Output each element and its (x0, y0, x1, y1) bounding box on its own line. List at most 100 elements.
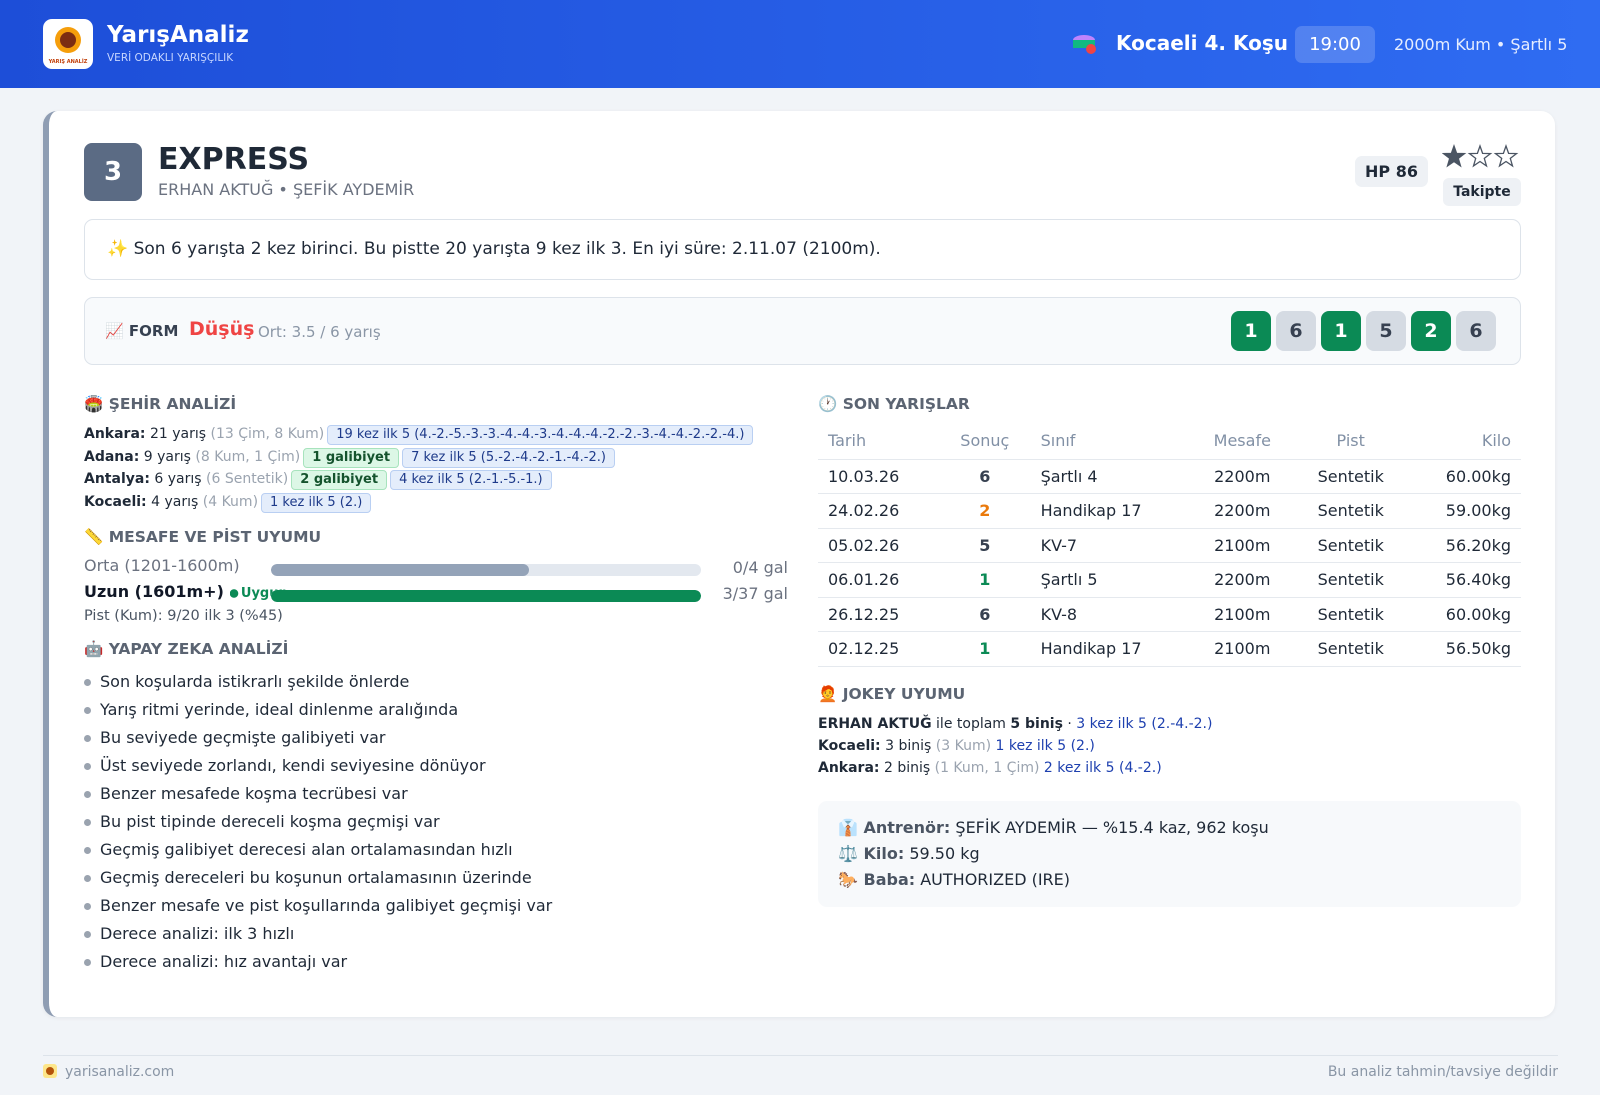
city-name: Ankara: (84, 426, 146, 442)
footer-site: yarisanaliz.com (65, 1064, 175, 1080)
jockey-segment: 3 biniş (880, 737, 936, 754)
race-cell: Sentetik (1293, 597, 1408, 632)
race-cell: Handikap 17 (1030, 493, 1192, 529)
column-header: Tarih (818, 423, 940, 460)
star (1467, 144, 1493, 168)
race-cell: Şartlı 4 (1030, 459, 1192, 494)
city-races: 21 yarış (149, 426, 207, 442)
race-cell: Şartlı 5 (1030, 562, 1192, 598)
race-cell: 60.00kg (1407, 459, 1521, 494)
form-result: 5 (1366, 311, 1406, 351)
logo: YARIŞ ANALİZ (43, 19, 93, 69)
right-column: 🕐 SON YARIŞLAR Tarih Sonuç Sınıf Mesafe Pist K… (818, 395, 1521, 779)
jockey-segment: 1 kez ilk 5 (2.) (991, 737, 1095, 754)
ai-item: Benzer mesafede koşma tecrübesi var (84, 780, 788, 808)
ai-item: Bu seviyede geçmişte galibiyeti var (84, 724, 788, 752)
city-row: Adana: 9 yarış (8 Kum, 1 Çim) 1 galibiyet… (84, 446, 788, 469)
brand: YarışAnaliz (107, 22, 249, 48)
jockey-segment: 3 kez ilk 5 (2.-4.-2.) (1076, 715, 1213, 732)
race-cell: 5 (939, 528, 1031, 563)
race-info: 2000m Kum • Şartlı 5 (1394, 35, 1568, 54)
form-result: 2 (1411, 311, 1451, 351)
race-cell: 60.00kg (1407, 597, 1521, 632)
hp-badge: HP 86 (1355, 156, 1428, 187)
distance-bar-track (271, 590, 701, 602)
race-cell: KV-7 (1030, 528, 1192, 563)
city-badge: 4 kez ilk 5 (2.-1.-5.-1.) (390, 470, 552, 490)
track-record: Pist (Kum): 9/20 ilk 3 (%45) (84, 608, 283, 624)
ai-item: Yarış ritmi yerinde, ideal dinlenme aral… (84, 696, 788, 724)
city-row: Ankara: 21 yarış (13 Çim, 8 Kum) 19 kez i… (84, 423, 788, 446)
race-cell: Sentetik (1293, 631, 1408, 667)
race-cell: 26.12.25 (818, 597, 940, 632)
city-detail: (8 Kum, 1 Çim) (195, 448, 301, 465)
jockey-segment: · (1062, 715, 1077, 732)
ai-item: Derece analizi: hız avantajı var (84, 948, 788, 976)
ai-list: Son koşularda istikrarlı şekilde önlerde… (84, 668, 788, 976)
race-row: 06.01.26 1 Şartlı 5 2200m Sentetik 56.40kg (818, 562, 1521, 598)
race-cell: 2100m (1191, 528, 1294, 563)
jockey-segment: ERHAN AKTUĞ (818, 715, 932, 732)
race-row: 24.02.26 2 Handikap 17 2200m Sentetik 59.00kg (818, 493, 1521, 529)
form-label: 📈 FORM (105, 322, 179, 340)
jockey-segment: 2 kez ilk 5 (4.-2.) (1039, 759, 1162, 776)
info-value: 59.50 kg (904, 844, 980, 863)
ai-item: Geçmiş galibiyet derecesi alan ortalamas… (84, 836, 788, 864)
info-label: 👔 Antrenör: (838, 818, 951, 837)
race-title: Kocaeli 4. Koşu (1116, 31, 1288, 55)
star (1493, 144, 1519, 168)
city-name: Adana: (84, 448, 140, 465)
race-cell: 02.12.25 (818, 631, 940, 667)
ai-item: Üst seviyede zorlandı, kendi seviyesine … (84, 752, 788, 780)
form-result: 6 (1456, 311, 1496, 351)
jockey-segment: ile toplam (931, 715, 1011, 732)
jockey-segment: 5 biniş (1010, 715, 1063, 732)
distance-row: Orta (1201-1600m) 0/4 gal (84, 556, 788, 582)
info-value: ŞEFİK AYDEMİR — %15.4 kaz, 962 koşu (950, 818, 1269, 837)
city-name: Kocaeli: (84, 493, 147, 510)
race-cell: Sentetik (1293, 459, 1408, 494)
city-badge: 7 kez ilk 5 (5.-2.-4.-2.-1.-4.-2.) (402, 447, 615, 468)
jockey-segment: (3 Kum) (935, 737, 992, 754)
city-badge: 1 kez ilk 5 (2.) (261, 492, 372, 513)
column-header: Sınıf (1030, 423, 1192, 460)
race-cell: 2 (939, 493, 1031, 529)
footer-disclaimer: Bu analiz tahmin/tavsiye değildir (1327, 1064, 1558, 1080)
race-cell: Handikap 17 (1030, 631, 1192, 667)
distance-label: Orta (1201-1600m) (84, 556, 240, 575)
city-row: Antalya: 6 yarış (6 Sentetik) 2 galibiyet… (84, 468, 788, 491)
section-title: 📏 MESAFE VE PİST UYUMU (84, 528, 322, 546)
race-row: 02.12.25 1 Handikap 17 2100m Sentetik 56.50kg (818, 631, 1521, 667)
logo-label: YARIŞ ANALİZ (48, 59, 88, 65)
column-header: Pist (1293, 423, 1408, 460)
section-title: 🏟️ ŞEHİR ANALİZİ (84, 395, 237, 413)
jockey-line: Kocaeli: 3 biniş (3 Kum) 1 kez ilk 5 (2.… (818, 735, 1521, 757)
race-cell: 2200m (1191, 562, 1294, 598)
distance-bar (271, 564, 529, 576)
city-races: 6 yarış (154, 471, 202, 487)
recent-table: Tarih Sonuç Sınıf Mesafe Pist Kilo 10.03.26 6 Şa… (818, 423, 1521, 667)
jockey-line: ERHAN AKTUĞ ile toplam 5 biniş · 3 kez i… (818, 713, 1521, 735)
race-cell: 10.03.26 (818, 459, 940, 494)
race-cell: Sentetik (1293, 562, 1408, 598)
follow-status[interactable]: Takipte (1443, 178, 1521, 206)
race-row: 26.12.25 6 KV-8 2100m Sentetik 60.00kg (818, 597, 1521, 632)
section-title: 🤖 YAPAY ZEKA ANALİZİ (84, 640, 289, 658)
jockey-segment: (1 Kum, 1 Çim) (934, 759, 1040, 776)
footer-icon (43, 1064, 57, 1078)
rating-stars[interactable] (1442, 144, 1522, 170)
form-trend: Düşüş (189, 318, 255, 340)
header (0, 0, 1600, 88)
info-line: 👔 Antrenör: ŞEFİK AYDEMİR — %15.4 kaz, 9… (838, 815, 1501, 841)
race-cell: 6 (939, 459, 1031, 494)
column-header: Kilo (1407, 423, 1521, 460)
ai-item: Son koşularda istikrarlı şekilde önlerde (84, 668, 788, 696)
race-cell: 56.50kg (1407, 631, 1521, 667)
form-average: Ort: 3.5 / 6 yarış (258, 323, 381, 341)
city-badge: 1 galibiyet (303, 447, 400, 468)
ai-item: Benzer mesafe ve pist koşullarında galib… (84, 892, 788, 920)
left-column: 🏟️ ŞEHİR ANALİZİ Ankara: 21 yarış (13 Çim… (84, 395, 788, 976)
